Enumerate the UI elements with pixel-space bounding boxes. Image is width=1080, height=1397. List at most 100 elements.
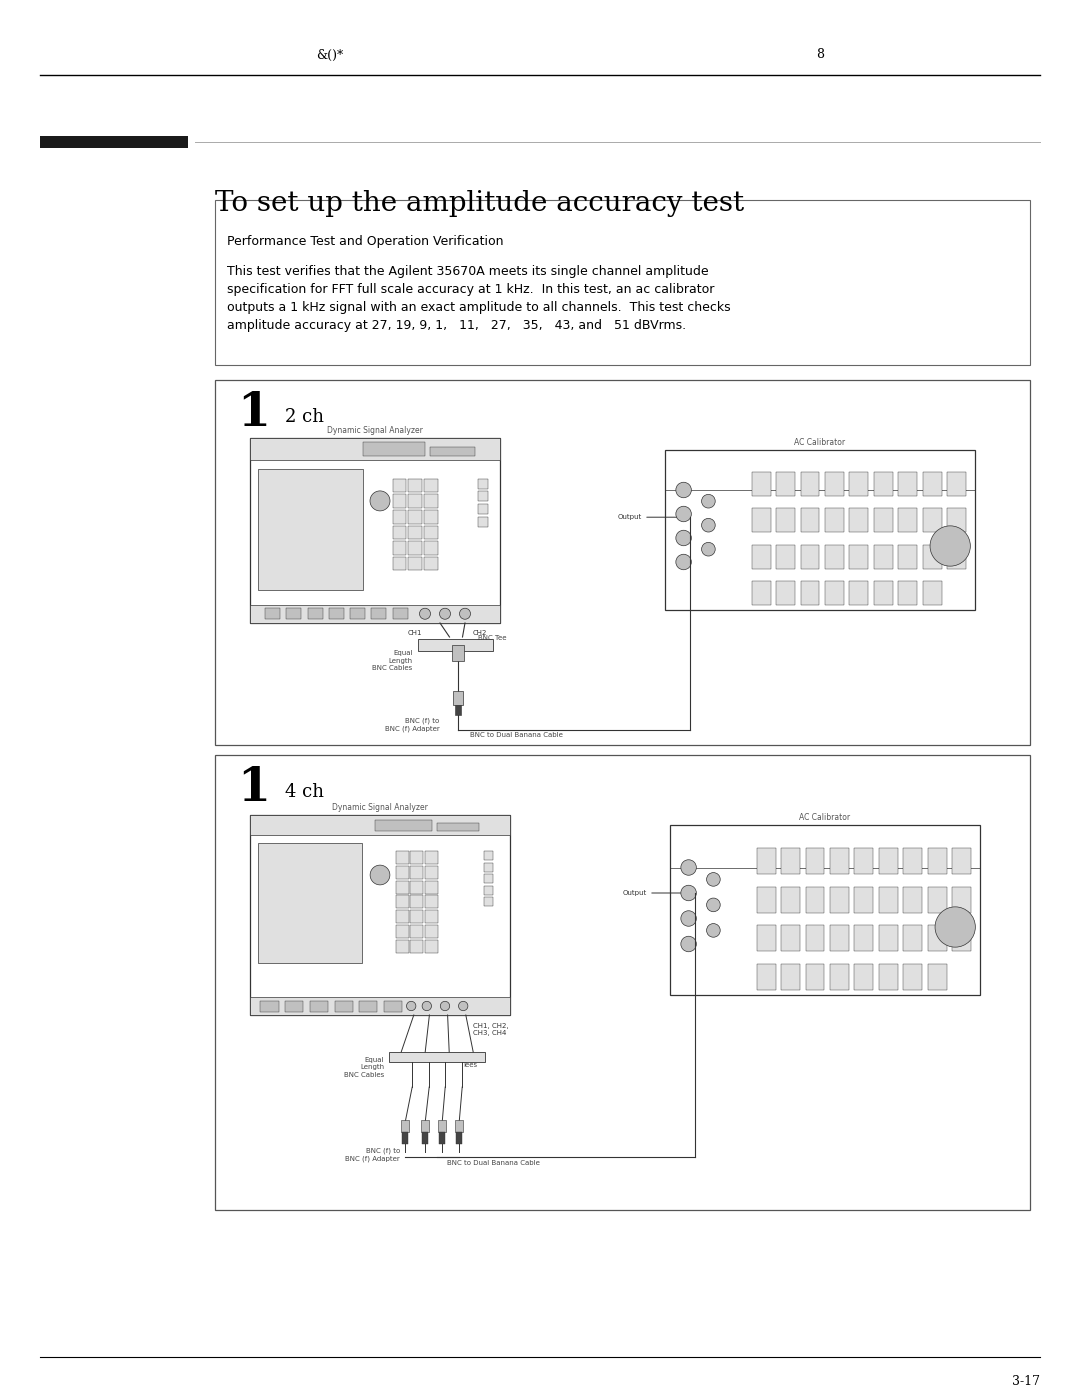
Bar — [831, 887, 849, 912]
Bar — [410, 895, 423, 908]
Circle shape — [680, 859, 697, 876]
Text: CH1, CH2,
CH3, CH4: CH1, CH2, CH3, CH4 — [473, 1023, 509, 1037]
Circle shape — [370, 865, 390, 884]
Bar — [825, 509, 843, 532]
Text: outputs a 1 kHz signal with an exact amplitude to all channels.  This test check: outputs a 1 kHz signal with an exact amp… — [227, 300, 731, 314]
Bar — [424, 556, 437, 570]
Text: &()*: &()* — [316, 49, 343, 61]
Bar — [899, 509, 917, 532]
Bar — [389, 1052, 485, 1062]
Bar — [879, 925, 897, 951]
Text: This test verifies that the Agilent 35670A meets its single channel amplitude: This test verifies that the Agilent 3567… — [227, 265, 708, 278]
Bar — [484, 851, 494, 861]
Circle shape — [370, 490, 390, 511]
Bar — [392, 556, 406, 570]
Bar — [335, 1000, 353, 1013]
Bar — [249, 814, 510, 835]
Bar — [781, 848, 800, 875]
Circle shape — [680, 886, 697, 901]
Bar — [953, 848, 971, 875]
Bar — [438, 1120, 446, 1132]
Bar — [426, 895, 438, 908]
Bar — [215, 200, 1030, 365]
Bar — [426, 880, 438, 894]
Bar — [825, 472, 843, 496]
Bar — [258, 842, 362, 963]
Bar — [670, 826, 980, 995]
Bar — [757, 848, 775, 875]
Bar — [249, 997, 510, 1016]
Circle shape — [702, 495, 715, 509]
Bar — [410, 911, 423, 923]
Text: 1: 1 — [237, 390, 270, 436]
Bar — [456, 1132, 462, 1144]
Text: BNC (f) to
BNC (f) Adapter: BNC (f) to BNC (f) Adapter — [384, 718, 440, 732]
Bar — [850, 545, 868, 569]
Text: Dynamic Signal Analyzer: Dynamic Signal Analyzer — [332, 803, 428, 812]
Circle shape — [676, 531, 691, 546]
Bar — [372, 608, 387, 619]
Bar — [477, 479, 487, 489]
Bar — [850, 581, 868, 605]
Bar — [928, 887, 946, 912]
Text: amplitude accuracy at 27, 19, 9, 1,   11,   27,   35,   43, and   51 dBVrms.: amplitude accuracy at 27, 19, 9, 1, 11, … — [227, 319, 686, 332]
Bar — [752, 472, 771, 496]
Bar — [440, 1132, 445, 1144]
Text: Equal
Length
BNC Cables: Equal Length BNC Cables — [373, 650, 413, 671]
Bar — [850, 509, 868, 532]
Bar — [947, 545, 966, 569]
Bar — [350, 608, 365, 619]
Bar — [455, 1120, 463, 1132]
Bar — [410, 940, 423, 953]
Bar — [451, 645, 463, 661]
Bar — [392, 525, 406, 539]
Bar — [781, 925, 800, 951]
Bar — [806, 925, 824, 951]
Circle shape — [930, 525, 970, 566]
Bar — [408, 479, 422, 493]
Bar — [899, 545, 917, 569]
Bar — [947, 472, 966, 496]
Bar — [392, 479, 406, 493]
Bar — [777, 545, 795, 569]
Circle shape — [419, 608, 431, 619]
Text: BNC to Dual Banana Cable: BNC to Dual Banana Cable — [447, 1160, 540, 1166]
Bar — [392, 495, 406, 509]
Bar — [879, 887, 897, 912]
Bar — [215, 754, 1030, 1210]
Text: Performance Test and Operation Verification: Performance Test and Operation Verificat… — [227, 235, 503, 249]
Text: BNC (f) to
BNC (f) Adapter: BNC (f) to BNC (f) Adapter — [346, 1147, 401, 1161]
Bar — [285, 1000, 303, 1013]
Circle shape — [935, 907, 975, 947]
Bar — [928, 925, 946, 951]
Bar — [854, 887, 874, 912]
Bar — [375, 820, 432, 831]
Bar — [424, 510, 437, 524]
Bar — [395, 911, 408, 923]
Bar — [665, 450, 975, 610]
Text: 2 ch: 2 ch — [285, 408, 324, 426]
Bar — [757, 925, 775, 951]
Bar — [408, 495, 422, 509]
Bar — [249, 439, 500, 623]
Bar — [874, 581, 893, 605]
Bar — [752, 509, 771, 532]
Bar — [953, 925, 971, 951]
Bar — [410, 866, 423, 879]
Bar — [781, 887, 800, 912]
Bar — [777, 509, 795, 532]
Text: 8: 8 — [816, 49, 824, 61]
Bar — [879, 964, 897, 989]
Bar — [874, 509, 893, 532]
Bar — [410, 925, 423, 937]
Text: Dynamic Signal Analyzer: Dynamic Signal Analyzer — [327, 426, 423, 434]
Bar — [249, 814, 510, 1016]
Bar — [953, 887, 971, 912]
Bar — [874, 545, 893, 569]
Bar — [257, 469, 363, 590]
Text: AC Calibrator: AC Calibrator — [795, 439, 846, 447]
Text: BNC to Dual Banana Cable: BNC to Dual Banana Cable — [470, 732, 563, 738]
Bar — [831, 925, 849, 951]
Bar — [757, 887, 775, 912]
Text: CH1: CH1 — [407, 630, 422, 636]
